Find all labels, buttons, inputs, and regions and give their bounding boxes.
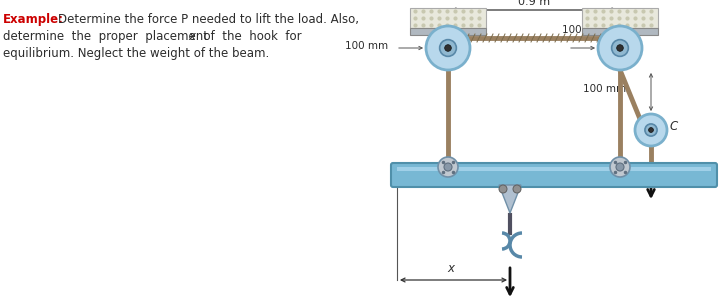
Circle shape — [440, 40, 456, 56]
Circle shape — [426, 26, 470, 70]
Text: B: B — [600, 170, 608, 180]
Circle shape — [513, 185, 521, 193]
Circle shape — [617, 45, 624, 51]
Circle shape — [598, 26, 642, 70]
Text: C: C — [669, 120, 678, 134]
Text: 100 mm: 100 mm — [583, 84, 626, 94]
Bar — [410, 28, 486, 35]
Circle shape — [444, 163, 452, 171]
Text: determine  the  proper  placement: determine the proper placement — [3, 30, 215, 43]
Bar — [582, 8, 658, 28]
Text: Determine the force P needed to lift the load. Also,: Determine the force P needed to lift the… — [58, 13, 359, 26]
Circle shape — [616, 163, 624, 171]
Text: x: x — [188, 30, 195, 43]
Circle shape — [645, 124, 657, 136]
Text: A: A — [426, 170, 434, 180]
Circle shape — [610, 157, 630, 177]
Polygon shape — [499, 185, 521, 213]
Circle shape — [611, 40, 629, 56]
FancyBboxPatch shape — [391, 163, 717, 187]
Text: 0.9 m: 0.9 m — [518, 0, 550, 7]
Circle shape — [438, 157, 458, 177]
Circle shape — [635, 114, 667, 146]
Text: equilibrium. Neglect the weight of the beam.: equilibrium. Neglect the weight of the b… — [3, 47, 269, 60]
Text: of  the  hook  for: of the hook for — [196, 30, 302, 43]
Circle shape — [499, 185, 507, 193]
Text: 100 mm: 100 mm — [345, 41, 388, 51]
Text: P: P — [659, 175, 668, 188]
Bar — [410, 8, 486, 28]
Circle shape — [445, 45, 451, 51]
Bar — [397, 167, 711, 171]
Text: 100 mm: 100 mm — [562, 25, 605, 35]
Circle shape — [649, 127, 654, 132]
Text: Example:: Example: — [3, 13, 64, 26]
Text: x: x — [448, 262, 454, 275]
Bar — [582, 28, 658, 35]
